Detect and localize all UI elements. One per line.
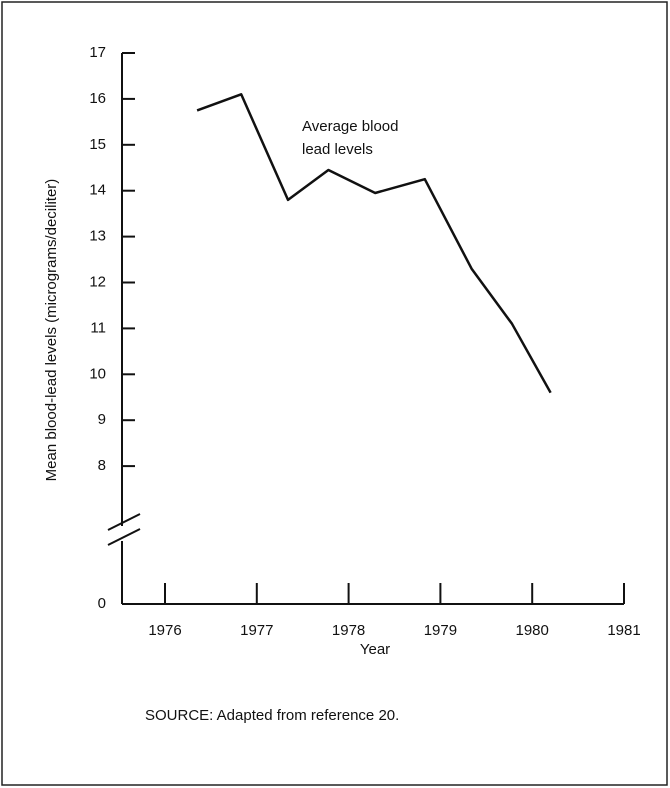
y-tick-label: 14 bbox=[89, 182, 106, 199]
y-tick-label: 11 bbox=[90, 319, 106, 336]
y-axis-label: Mean blood-lead levels (micrograms/decil… bbox=[43, 179, 60, 482]
y-tick-label: 0 bbox=[98, 595, 106, 612]
x-axis-label: Year bbox=[360, 641, 390, 658]
axis-break bbox=[107, 528, 141, 546]
annotation: lead levels bbox=[302, 141, 373, 158]
y-tick-label: 15 bbox=[89, 136, 106, 153]
x-tick-label: 1976 bbox=[148, 622, 181, 639]
x-tick-label: 1977 bbox=[240, 622, 273, 639]
data-line bbox=[196, 93, 552, 394]
y-tick-label: 9 bbox=[98, 411, 106, 428]
y-tick-label: 17 bbox=[89, 44, 106, 61]
x-tick-label: 1981 bbox=[607, 622, 640, 639]
x-tick-label: 1980 bbox=[516, 622, 549, 639]
x-tick-label: 1978 bbox=[332, 622, 365, 639]
y-tick-label: 8 bbox=[98, 457, 106, 474]
axis-break bbox=[107, 513, 141, 531]
source-note: SOURCE: Adapted from reference 20. bbox=[145, 707, 399, 724]
y-tick-label: 13 bbox=[89, 228, 106, 245]
y-tick-label: 12 bbox=[89, 273, 106, 290]
x-tick-label: 1979 bbox=[424, 622, 457, 639]
y-tick-label: 10 bbox=[89, 365, 106, 382]
y-tick-label: 16 bbox=[89, 90, 106, 107]
annotation: Average blood bbox=[302, 118, 398, 135]
